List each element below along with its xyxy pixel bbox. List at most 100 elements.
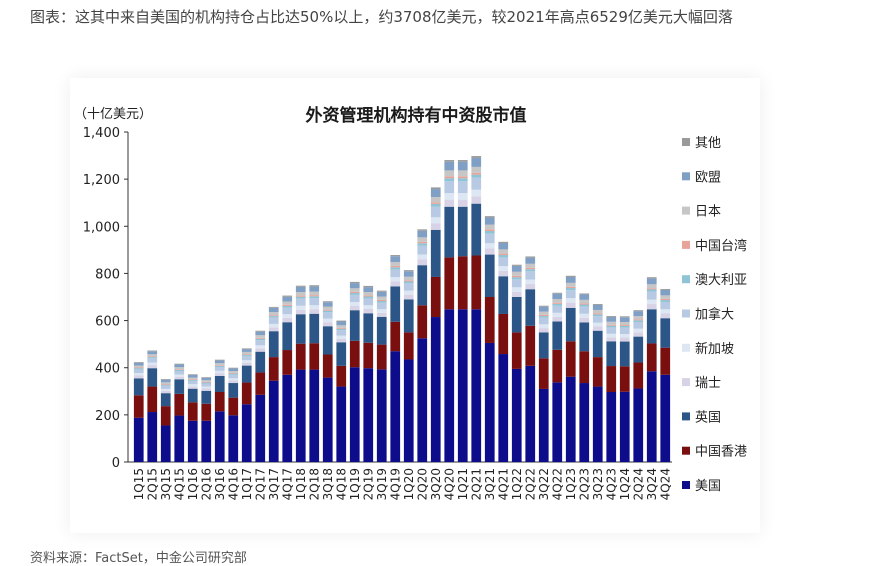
bar-segment-英国 bbox=[147, 368, 158, 387]
bar-segment-其他 bbox=[349, 281, 360, 284]
bar-segment-加拿大 bbox=[565, 290, 576, 299]
bar-segment-中国台湾 bbox=[241, 354, 252, 355]
bar-segment-欧盟 bbox=[619, 317, 630, 322]
bar-segment-加拿大 bbox=[147, 358, 158, 363]
bar-stack-1Q21 bbox=[457, 160, 468, 462]
x-tick-label: 2Q19 bbox=[361, 468, 375, 500]
bar-segment-澳大利亚 bbox=[484, 231, 495, 234]
bar-segment-澳大利亚 bbox=[309, 296, 320, 299]
bar-segment-美国 bbox=[322, 377, 333, 462]
bar-segment-其他 bbox=[646, 277, 657, 279]
bar-segment-瑞士 bbox=[471, 196, 482, 204]
bar-segment-日本 bbox=[147, 354, 158, 357]
bar-segment-美国 bbox=[349, 367, 360, 462]
bar-segment-中国台湾 bbox=[565, 286, 576, 289]
bar-segment-美国 bbox=[633, 388, 644, 462]
bar-segment-英国 bbox=[417, 265, 428, 306]
bar-segment-日本 bbox=[133, 365, 144, 368]
bar-segment-瑞士 bbox=[282, 317, 293, 323]
bar-segment-英国 bbox=[633, 336, 644, 363]
bar-segment-日本 bbox=[430, 197, 441, 203]
bar-segment-日本 bbox=[444, 170, 455, 177]
legend-label: 澳大利亚 bbox=[695, 272, 747, 288]
bar-segment-英国 bbox=[579, 322, 590, 352]
x-tick-label: 4Q15 bbox=[172, 468, 186, 500]
bar-segment-瑞士 bbox=[309, 309, 320, 314]
bar-segment-日本 bbox=[336, 325, 347, 328]
bar-segment-加拿大 bbox=[133, 369, 144, 374]
bar-segment-日本 bbox=[646, 284, 657, 289]
bar-segment-新加坡 bbox=[376, 309, 387, 313]
x-tick-label: 3Q15 bbox=[159, 468, 173, 500]
bar-segment-美国 bbox=[592, 386, 603, 462]
bar-segment-中国台湾 bbox=[160, 383, 171, 385]
bar-segment-其他 bbox=[538, 305, 549, 307]
bar-segment-欧盟 bbox=[147, 351, 158, 355]
bar-segment-新加坡 bbox=[579, 313, 590, 318]
bar-segment-加拿大 bbox=[444, 181, 455, 194]
bar-segment-美国 bbox=[417, 338, 428, 462]
bar-segment-加拿大 bbox=[525, 271, 536, 280]
bar-stack-4Q20 bbox=[444, 160, 455, 462]
bar-segment-新加坡 bbox=[592, 322, 603, 327]
bar-segment-新加坡 bbox=[444, 193, 455, 200]
bar-segment-中国香港 bbox=[619, 366, 630, 392]
bar-segment-欧盟 bbox=[390, 256, 401, 263]
bar-segment-美国 bbox=[282, 374, 293, 462]
legend-item-其他: 其他 bbox=[682, 136, 721, 151]
bar-segment-中国香港 bbox=[282, 350, 293, 375]
bar-segment-新加坡 bbox=[565, 298, 576, 303]
bar-segment-欧盟 bbox=[133, 362, 144, 366]
bar-segment-新加坡 bbox=[633, 328, 644, 333]
bar-segment-中国台湾 bbox=[403, 280, 414, 282]
bar-segment-英国 bbox=[660, 318, 671, 348]
bar-segment-欧盟 bbox=[538, 306, 549, 312]
bar-segment-欧盟 bbox=[430, 189, 441, 198]
bar-segment-瑞士 bbox=[538, 328, 549, 333]
bar-segment-英国 bbox=[565, 307, 576, 342]
y-tick-label: 1,200 bbox=[83, 173, 120, 188]
bar-segment-美国 bbox=[241, 404, 252, 462]
legend-swatch bbox=[682, 275, 690, 284]
bar-segment-英国 bbox=[471, 203, 482, 256]
bar-segment-欧盟 bbox=[403, 271, 414, 277]
bar-segment-中国台湾 bbox=[390, 265, 401, 268]
bar-segment-瑞士 bbox=[552, 316, 563, 322]
bar-segment-澳大利亚 bbox=[619, 325, 630, 328]
bar-segment-日本 bbox=[295, 292, 306, 296]
bar-segment-日本 bbox=[309, 291, 320, 296]
bar-segment-欧盟 bbox=[457, 161, 468, 171]
bar-stack-4Q19 bbox=[390, 255, 401, 462]
bar-segment-英国 bbox=[214, 375, 225, 392]
bar-segment-中国香港 bbox=[525, 325, 536, 366]
x-tick-label: 4Q16 bbox=[226, 468, 240, 500]
bar-segment-美国 bbox=[390, 351, 401, 462]
bar-segment-欧盟 bbox=[282, 296, 293, 302]
bar-segment-新加坡 bbox=[390, 277, 401, 282]
bar-segment-美国 bbox=[484, 342, 495, 462]
bar-segment-其他 bbox=[525, 256, 536, 258]
bar-segment-中国香港 bbox=[390, 321, 401, 352]
bar-segment-英国 bbox=[484, 254, 495, 297]
x-tick-label: 3Q16 bbox=[213, 468, 227, 500]
bar-segment-澳大利亚 bbox=[538, 316, 549, 318]
bar-segment-英国 bbox=[646, 309, 657, 344]
bar-segment-日本 bbox=[579, 299, 590, 304]
bar-segment-澳大利亚 bbox=[579, 304, 590, 307]
bar-segment-中国香港 bbox=[444, 257, 455, 310]
bar-segment-加拿大 bbox=[336, 330, 347, 336]
legend-item-中国香港: 中国香港 bbox=[682, 445, 747, 460]
legend-swatch bbox=[682, 240, 690, 249]
bar-segment-瑞士 bbox=[268, 327, 279, 332]
bar-segment-中国台湾 bbox=[363, 295, 374, 297]
bar-segment-中国台湾 bbox=[525, 267, 536, 270]
bar-segment-新加坡 bbox=[214, 370, 225, 374]
bar-segment-加拿大 bbox=[592, 316, 603, 323]
bar-segment-中国台湾 bbox=[457, 176, 468, 179]
bar-segment-中国香港 bbox=[268, 357, 279, 381]
bar-segment-加拿大 bbox=[187, 380, 198, 385]
bar-segment-美国 bbox=[498, 354, 509, 462]
bar-stack-2Q16 bbox=[201, 377, 212, 462]
bar-segment-中国台湾 bbox=[295, 295, 306, 297]
y-tick-label: 1,400 bbox=[83, 126, 120, 141]
